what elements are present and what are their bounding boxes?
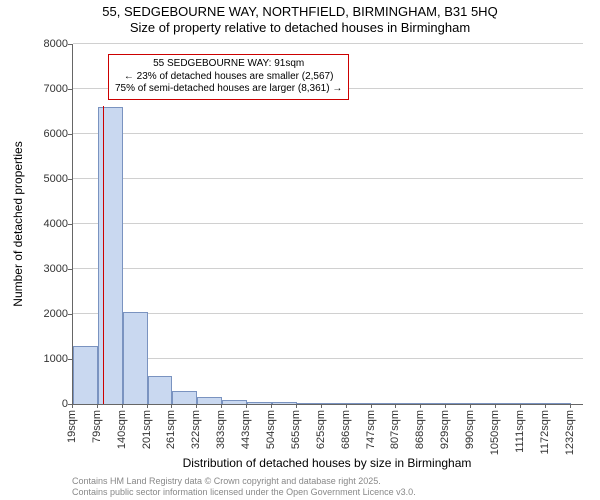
x-tick-mark: [122, 404, 123, 408]
x-tick-mark: [72, 404, 73, 408]
y-tick-mark: [68, 134, 72, 135]
histogram-bar: [446, 403, 471, 404]
x-tick-mark: [271, 404, 272, 408]
x-tick-label: 929sqm: [439, 410, 451, 449]
annotation-line2: ← 23% of detached houses are smaller (2,…: [115, 71, 342, 84]
x-tick-label: 1050sqm: [489, 410, 501, 455]
y-tick-label: 7000: [8, 83, 68, 95]
y-tick-mark: [68, 89, 72, 90]
gridline-h: [73, 268, 583, 269]
histogram-bar: [172, 391, 197, 404]
gridline-h: [73, 43, 583, 44]
x-tick-label: 140sqm: [116, 410, 128, 449]
x-tick-label: 383sqm: [215, 410, 227, 449]
histogram-bar: [98, 107, 123, 404]
x-tick-mark: [147, 404, 148, 408]
annotation-box: 55 SEDGEBOURNE WAY: 91sqm ← 23% of detac…: [108, 54, 349, 100]
y-tick-mark: [68, 179, 72, 180]
y-tick-mark: [68, 314, 72, 315]
histogram-bar: [222, 400, 247, 404]
gridline-h: [73, 313, 583, 314]
y-tick-mark: [68, 269, 72, 270]
x-tick-mark: [570, 404, 571, 408]
gridline-h: [73, 178, 583, 179]
x-tick-label: 625sqm: [315, 410, 327, 449]
histogram-bar: [123, 312, 148, 404]
histogram-bar: [496, 403, 521, 404]
x-tick-mark: [420, 404, 421, 408]
x-tick-label: 261sqm: [165, 410, 177, 449]
x-tick-mark: [520, 404, 521, 408]
x-tick-mark: [246, 404, 247, 408]
attribution-line1: Contains HM Land Registry data © Crown c…: [72, 476, 416, 487]
x-tick-mark: [445, 404, 446, 408]
x-tick-label: 504sqm: [265, 410, 277, 449]
histogram-bar: [322, 403, 347, 404]
y-tick-mark: [68, 359, 72, 360]
histogram-bar: [521, 403, 546, 404]
x-tick-label: 807sqm: [389, 410, 401, 449]
histogram-bar: [272, 402, 297, 404]
x-tick-mark: [545, 404, 546, 408]
x-tick-mark: [321, 404, 322, 408]
x-tick-mark: [371, 404, 372, 408]
y-tick-label: 8000: [8, 38, 68, 50]
x-tick-label: 1172sqm: [539, 410, 551, 454]
x-tick-label: 686sqm: [340, 410, 352, 449]
histogram-bar: [247, 402, 272, 404]
histogram-bar: [421, 403, 446, 404]
x-tick-mark: [171, 404, 172, 408]
y-tick-label: 0: [8, 398, 68, 410]
histogram-bar: [73, 346, 98, 405]
gridline-h: [73, 358, 583, 359]
histogram-bar: [148, 376, 173, 404]
histogram-bar: [297, 403, 322, 404]
y-tick-label: 3000: [8, 263, 68, 275]
attribution-text: Contains HM Land Registry data © Crown c…: [72, 476, 416, 498]
x-tick-mark: [296, 404, 297, 408]
x-tick-mark: [221, 404, 222, 408]
y-tick-label: 4000: [8, 218, 68, 230]
x-tick-label: 1232sqm: [564, 410, 576, 455]
x-tick-label: 201sqm: [141, 410, 153, 449]
histogram-bar: [347, 403, 372, 404]
x-tick-label: 747sqm: [365, 410, 377, 449]
y-tick-mark: [68, 44, 72, 45]
x-tick-label: 1111sqm: [514, 410, 526, 453]
annotation-line1: 55 SEDGEBOURNE WAY: 91sqm: [115, 58, 342, 71]
attribution-line2: Contains public sector information licen…: [72, 487, 416, 498]
x-tick-mark: [346, 404, 347, 408]
histogram-bar: [197, 397, 222, 404]
marker-line: [103, 106, 104, 404]
x-tick-label: 322sqm: [190, 410, 202, 449]
x-tick-label: 990sqm: [464, 410, 476, 449]
x-tick-mark: [196, 404, 197, 408]
y-tick-label: 1000: [8, 353, 68, 365]
y-tick-label: 6000: [8, 128, 68, 140]
gridline-h: [73, 223, 583, 224]
x-tick-label: 443sqm: [240, 410, 252, 449]
x-tick-label: 868sqm: [414, 410, 426, 449]
histogram-bar: [546, 403, 571, 404]
y-tick-mark: [68, 224, 72, 225]
x-tick-mark: [97, 404, 98, 408]
x-axis-label: Distribution of detached houses by size …: [72, 456, 582, 470]
y-tick-label: 2000: [8, 308, 68, 320]
gridline-h: [73, 133, 583, 134]
chart-title-main: 55, SEDGEBOURNE WAY, NORTHFIELD, BIRMING…: [0, 4, 600, 19]
chart-title-sub: Size of property relative to detached ho…: [0, 20, 600, 35]
x-tick-label: 79sqm: [91, 410, 103, 443]
y-tick-label: 5000: [8, 173, 68, 185]
annotation-line3: 75% of semi-detached houses are larger (…: [115, 83, 342, 96]
histogram-bar: [372, 403, 397, 404]
x-tick-mark: [470, 404, 471, 408]
x-tick-label: 19sqm: [66, 410, 78, 443]
x-tick-mark: [395, 404, 396, 408]
histogram-bar: [471, 403, 496, 404]
x-tick-mark: [495, 404, 496, 408]
x-tick-label: 565sqm: [290, 410, 302, 449]
histogram-bar: [396, 403, 421, 404]
